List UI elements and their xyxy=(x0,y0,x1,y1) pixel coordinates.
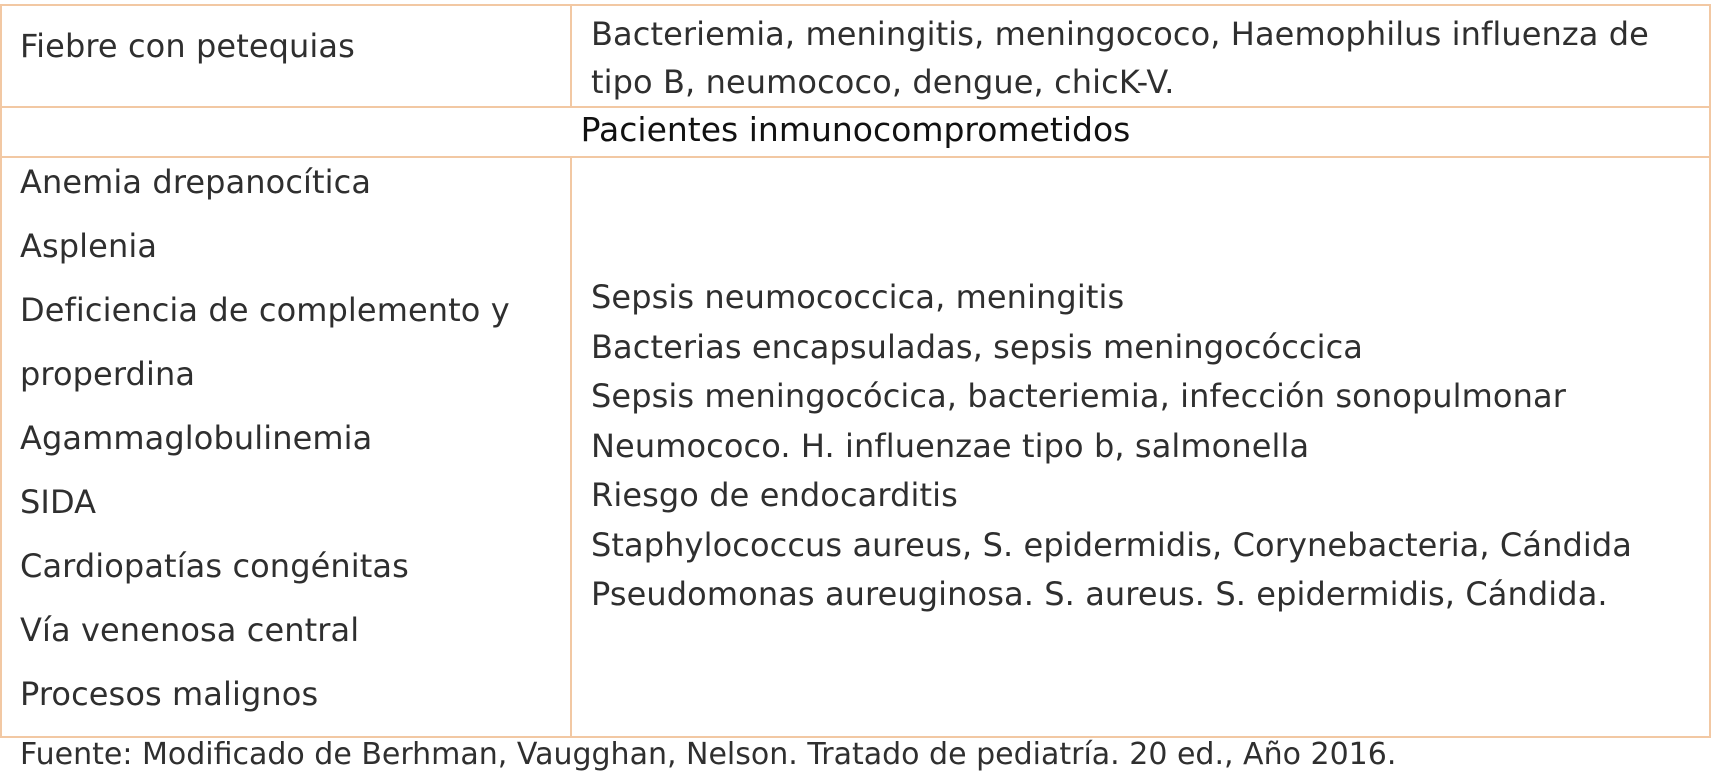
pathogen-item: Sepsis neumococcica, meningitis xyxy=(591,278,1125,316)
condition-item: Agammaglobulinemia xyxy=(20,419,373,457)
condition-item: Procesos malignos xyxy=(20,675,319,713)
row1-pathogens-line: Bacteriemia, meningitis, meningococo, Ha… xyxy=(591,15,1649,53)
pathogen-item: Sepsis meningocócica, bacteriemia, infec… xyxy=(591,377,1566,415)
condition-item: Vía venenosa central xyxy=(20,611,360,649)
infection-table: Fiebre con petequias Bacteriemia, mening… xyxy=(0,4,1711,738)
column-divider xyxy=(570,156,572,736)
row-divider xyxy=(2,106,1709,108)
row1-pathogens: Bacteriemia, meningitis, meningococo, Ha… xyxy=(591,10,1649,106)
condition-list: Anemia drepanocítica Asplenia Deficienci… xyxy=(20,150,510,726)
pathogen-item: Bacterias encapsuladas, sepsis meningocó… xyxy=(591,327,1363,366)
condition-item: properdina xyxy=(20,355,196,393)
column-divider xyxy=(570,6,572,106)
condition-item: Cardiopatías congénitas xyxy=(20,547,409,585)
row-divider xyxy=(2,156,1709,158)
condition-item: Asplenia xyxy=(20,227,158,265)
pathogen-list: Sepsis neumococcica, meningitis Bacteria… xyxy=(591,273,1632,620)
pathogen-item: Riesgo de endocarditis xyxy=(591,476,958,514)
section-header: Pacientes inmunocomprometidos xyxy=(580,110,1131,149)
condition-item: Anemia drepanocítica xyxy=(20,163,372,201)
source-footnote: Fuente: Modificado de Berhman, Vaugghan,… xyxy=(20,737,1397,772)
pathogen-item: Staphylococcus aureus, S. epidermidis, C… xyxy=(591,525,1632,564)
pathogen-item: Neumococo. H. influenzae tipo b, salmone… xyxy=(591,426,1310,465)
pathogen-item: Pseudomonas aureuginosa. S. aureus. S. e… xyxy=(591,575,1608,613)
row1-pathogens-line: tipo B, neumococo, dengue, chicK-V. xyxy=(591,63,1175,101)
condition-item: SIDA xyxy=(20,483,97,521)
row1-condition: Fiebre con petequias xyxy=(20,27,355,65)
condition-item: Deficiencia de complemento y xyxy=(20,291,510,329)
